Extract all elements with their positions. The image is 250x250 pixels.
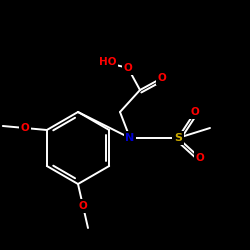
- Text: N: N: [126, 133, 134, 143]
- Text: O: O: [20, 123, 29, 133]
- Text: HO: HO: [99, 57, 117, 67]
- Text: O: O: [124, 63, 132, 73]
- Text: O: O: [78, 201, 88, 211]
- Text: O: O: [191, 107, 200, 117]
- Text: O: O: [196, 153, 204, 163]
- Text: O: O: [158, 73, 166, 83]
- Text: S: S: [174, 133, 182, 143]
